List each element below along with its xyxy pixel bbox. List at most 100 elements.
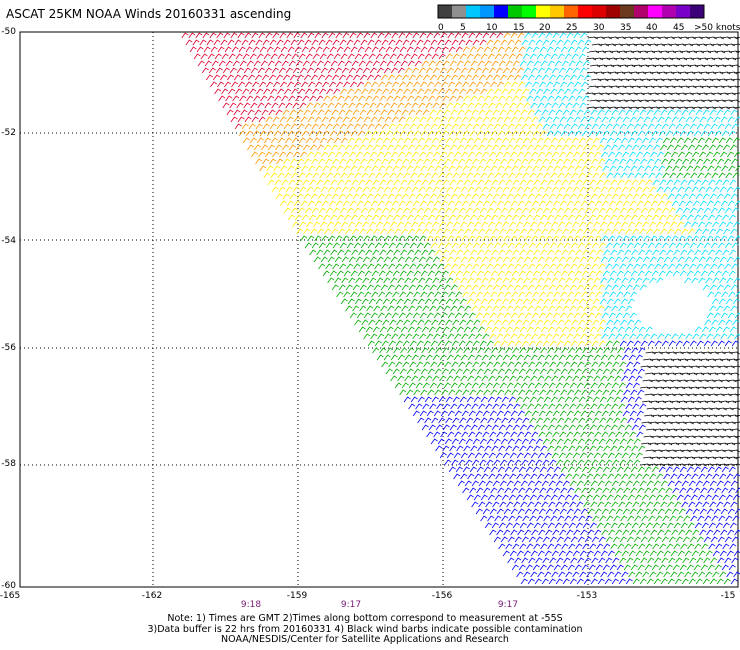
wind-barb xyxy=(586,452,594,459)
wind-barb xyxy=(709,64,720,68)
wind-barb xyxy=(434,165,442,172)
wind-barb xyxy=(709,428,720,432)
wind-barb xyxy=(405,200,413,207)
wind-barb xyxy=(289,74,298,81)
wind-barb xyxy=(589,347,597,354)
wind-barb xyxy=(487,88,495,95)
wind-barb xyxy=(415,284,423,291)
wind-barb xyxy=(605,361,613,368)
wind-barb xyxy=(674,578,682,585)
wind-barb xyxy=(703,158,711,165)
wind-barb xyxy=(691,256,699,263)
wind-barb xyxy=(727,36,738,40)
wind-barb xyxy=(363,333,371,340)
wind-barb xyxy=(513,228,521,235)
wind-barb xyxy=(497,368,505,375)
wind-barb xyxy=(640,263,648,270)
wind-barb xyxy=(498,249,506,256)
wind-barb xyxy=(444,207,452,214)
wind-barb xyxy=(715,372,726,376)
wind-barb xyxy=(464,284,472,291)
wind-barb xyxy=(719,221,727,228)
wind-barb xyxy=(328,235,336,242)
wind-barb xyxy=(681,578,689,585)
wind-barb xyxy=(338,74,347,81)
wind-barb xyxy=(565,354,573,361)
wind-barb xyxy=(734,529,740,536)
wind-barb xyxy=(629,410,637,417)
wind-barb xyxy=(374,39,382,46)
wind-barb xyxy=(453,186,461,193)
wind-barb xyxy=(568,347,576,354)
wind-barb xyxy=(678,456,689,460)
wind-barb xyxy=(542,557,550,564)
wind-barb xyxy=(424,298,432,305)
wind-barb xyxy=(729,179,737,186)
wind-barb xyxy=(546,368,554,375)
wind-barb xyxy=(622,431,630,438)
wind-barb xyxy=(486,39,494,46)
wind-barb xyxy=(709,193,717,200)
wind-barb xyxy=(397,256,405,263)
wind-barb xyxy=(347,298,355,305)
wind-barb xyxy=(593,473,601,480)
wind-barb xyxy=(476,270,484,277)
wind-barb xyxy=(348,277,356,284)
wind-barb xyxy=(520,109,528,116)
wind-barb xyxy=(337,60,345,67)
wind-barb xyxy=(295,95,303,102)
wind-barb xyxy=(545,32,553,39)
wind-barb xyxy=(397,186,405,193)
wind-barb xyxy=(499,284,507,291)
wind-barb xyxy=(414,95,422,102)
wind-barb xyxy=(360,123,368,130)
wind-barb xyxy=(465,158,473,165)
wind-barb xyxy=(326,137,334,144)
wind-barb xyxy=(294,46,302,53)
wind-barb xyxy=(671,456,682,460)
wind-barb xyxy=(408,109,416,116)
wind-barb xyxy=(591,536,599,543)
wind-barb xyxy=(669,92,680,96)
wind-barb xyxy=(475,235,483,242)
lon-label: -159 xyxy=(286,591,308,601)
wind-barb xyxy=(489,200,497,207)
wind-barb xyxy=(241,123,249,130)
wind-barb xyxy=(700,487,708,494)
wind-barb xyxy=(439,67,447,74)
wind-barb xyxy=(409,123,417,130)
wind-barb xyxy=(339,242,347,249)
wind-barb xyxy=(260,144,269,151)
wind-barb xyxy=(461,431,469,438)
wind-barb xyxy=(320,102,328,109)
wind-barb xyxy=(497,487,505,494)
wind-barb xyxy=(594,312,602,319)
wind-barb xyxy=(612,242,620,249)
wind-barb xyxy=(365,95,373,102)
wind-barb xyxy=(647,242,655,249)
wind-barb xyxy=(574,130,582,137)
wind-barb xyxy=(318,263,326,270)
wind-barb xyxy=(508,417,516,424)
wind-barb xyxy=(260,95,268,102)
wind-barb xyxy=(704,57,716,61)
wind-barb xyxy=(443,109,451,116)
wind-barb xyxy=(655,494,663,501)
wind-barb xyxy=(524,529,532,536)
wind-barb xyxy=(714,130,722,137)
wind-barb xyxy=(655,515,663,522)
wind-barb xyxy=(384,200,392,207)
wind-barb xyxy=(535,361,543,368)
wind-barb xyxy=(691,106,702,110)
wind-barb xyxy=(592,137,600,144)
wind-barb xyxy=(398,151,406,158)
wind-barb xyxy=(710,263,718,270)
wind-barb xyxy=(451,438,459,445)
wind-barb xyxy=(406,291,414,298)
wind-barb xyxy=(334,67,342,74)
wind-barb xyxy=(729,144,738,151)
wind-barb xyxy=(451,361,459,368)
wind-barb xyxy=(718,442,729,446)
wind-barb xyxy=(713,36,724,40)
wind-barb xyxy=(548,480,556,487)
